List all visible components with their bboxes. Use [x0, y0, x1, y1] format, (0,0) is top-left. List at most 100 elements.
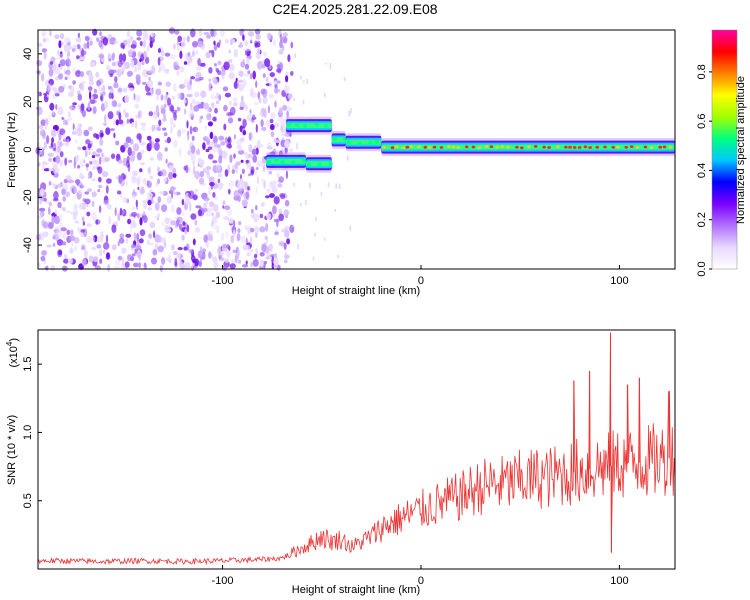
- noise-speckle: [286, 110, 289, 118]
- noise-speckle: [52, 147, 56, 151]
- noise-speckle: [197, 157, 202, 164]
- noise-speckle: [198, 260, 202, 268]
- noise-speckle: [259, 226, 266, 233]
- carrier-peak: [332, 136, 337, 141]
- noise-speckle: [113, 132, 116, 139]
- noise-speckle: [99, 156, 102, 165]
- noise-speckle: [327, 182, 330, 187]
- noise-speckle: [202, 168, 207, 173]
- noise-speckle: [213, 63, 217, 67]
- noise-speckle: [263, 261, 266, 269]
- noise-speckle: [115, 119, 119, 126]
- noise-speckle: [85, 163, 90, 168]
- noise-speckle: [128, 39, 131, 48]
- noise-speckle: [142, 69, 149, 78]
- noise-speckle: [62, 241, 67, 246]
- noise-speckle: [148, 111, 154, 117]
- noise-speckle: [54, 57, 61, 60]
- noise-speckle: [83, 43, 88, 50]
- noise-speckle: [36, 142, 41, 147]
- noise-speckle: [211, 77, 216, 81]
- noise-speckle: [250, 36, 253, 43]
- noise-speckle: [253, 253, 258, 259]
- noise-speckle: [98, 40, 103, 48]
- noise-speckle: [228, 217, 234, 225]
- noise-speckle: [157, 178, 161, 185]
- snr-frame: [37, 329, 676, 570]
- noise-speckle: [278, 49, 284, 55]
- noise-speckle: [148, 233, 153, 239]
- noise-speckle: [80, 229, 85, 233]
- noise-speckle: [127, 70, 133, 77]
- noise-speckle: [53, 66, 61, 75]
- noise-speckle: [300, 75, 302, 80]
- noise-speckle: [55, 104, 58, 110]
- noise-speckle: [91, 246, 97, 251]
- noise-speckle: [213, 43, 218, 51]
- noise-speckle: [92, 178, 96, 182]
- noise-speckle: [76, 127, 83, 137]
- noise-speckle: [222, 86, 229, 92]
- noise-speckle: [174, 257, 178, 267]
- noise-speckle: [231, 169, 235, 175]
- noise-speckle: [169, 53, 176, 60]
- colorbar-frame: [711, 29, 738, 270]
- noise-speckle: [153, 111, 158, 115]
- figure-title: C2E4.2025.281.22.09.E08: [272, 1, 437, 17]
- noise-speckle: [217, 178, 221, 184]
- noise-speckle: [147, 192, 153, 199]
- noise-speckle: [276, 172, 280, 178]
- noise-speckle: [149, 139, 153, 148]
- noise-speckle: [206, 113, 212, 121]
- noise-speckle: [196, 66, 202, 71]
- noise-speckle: [44, 197, 47, 202]
- noise-speckle: [256, 139, 261, 149]
- noise-speckle: [205, 165, 212, 171]
- noise-speckle: [102, 37, 109, 46]
- noise-speckle: [256, 176, 260, 185]
- noise-speckle: [36, 60, 43, 67]
- noise-speckle: [154, 142, 160, 151]
- noise-speckle: [241, 168, 245, 175]
- noise-speckle: [228, 72, 235, 80]
- noise-speckle: [220, 30, 225, 37]
- noise-speckle: [133, 222, 137, 228]
- noise-speckle: [265, 195, 270, 199]
- noise-speckle: [213, 40, 216, 46]
- noise-speckle: [124, 112, 129, 118]
- noise-speckle: [233, 190, 240, 199]
- noise-speckle: [45, 37, 50, 42]
- noise-speckle: [197, 209, 203, 217]
- noise-speckle: [249, 73, 253, 80]
- noise-speckle: [161, 204, 168, 213]
- noise-speckle: [66, 118, 70, 123]
- noise-speckle: [121, 247, 127, 254]
- noise-speckle: [208, 67, 213, 74]
- noise-speckle: [228, 100, 232, 107]
- noise-speckle: [253, 213, 260, 222]
- noise-speckle: [303, 80, 305, 83]
- noise-speckle: [278, 241, 285, 246]
- noise-speckle: [186, 120, 189, 129]
- noise-speckle: [283, 37, 287, 44]
- noise-speckle: [57, 106, 64, 116]
- noise-speckle: [151, 257, 157, 265]
- carrier-segment: [266, 152, 307, 171]
- noise-speckle: [282, 104, 288, 111]
- noise-speckle: [349, 225, 352, 232]
- noise-speckle: [177, 129, 182, 138]
- noise-speckle: [195, 149, 201, 156]
- noise-speckle: [211, 102, 215, 108]
- noise-speckle: [137, 186, 140, 190]
- noise-speckle: [165, 158, 168, 164]
- noise-speckle: [111, 100, 118, 107]
- noise-speckle: [258, 97, 262, 104]
- noise-speckle: [274, 231, 279, 236]
- noise-speckle: [250, 262, 253, 268]
- noise-speckle: [58, 40, 62, 49]
- noise-speckle: [191, 99, 196, 105]
- noise-speckle: [42, 37, 46, 43]
- carrier-segment: [305, 154, 333, 173]
- snr-y-axis-label: SNR (10 * v/v): [6, 415, 18, 485]
- colorbar-label: Normalized spectral amplitude: [735, 76, 747, 224]
